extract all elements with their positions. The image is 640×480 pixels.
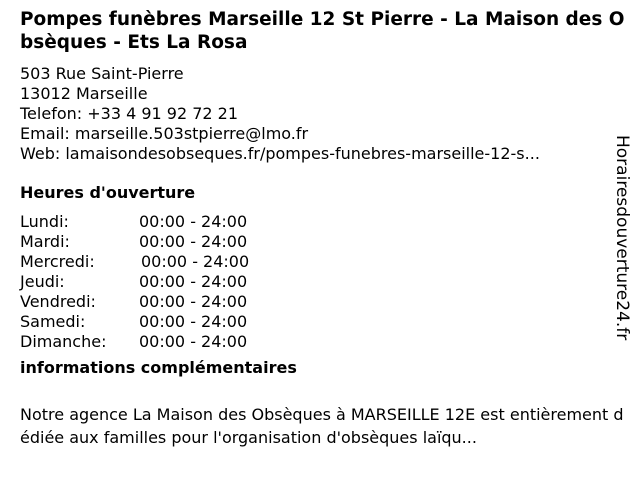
business-title: Pompes funèbres Marseille 12 St Pierre -… xyxy=(20,9,625,53)
day-label: Vendredi: xyxy=(20,292,96,311)
day-hours: 00:00 - 24:00 xyxy=(139,272,248,291)
day-label: Dimanche: xyxy=(20,332,107,351)
address-line-2: 13012 Marseille xyxy=(20,84,148,103)
email: Email: marseille.503stpierre@lmo.fr xyxy=(20,124,309,143)
day-label: Lundi: xyxy=(20,212,69,231)
address-line-1: 503 Rue Saint-Pierre xyxy=(20,64,184,83)
day-label: Samedi: xyxy=(20,312,86,331)
day-hours: 00:00 - 24:00 xyxy=(139,232,248,251)
day-hours: 00:00 - 24:00 xyxy=(139,312,248,331)
day-label: Jeudi: xyxy=(20,272,65,291)
info-heading: informations complémentaires xyxy=(20,358,297,377)
day-hours: 00:00 - 24:00 xyxy=(139,212,248,231)
watermark: Horairesdouverture24.fr xyxy=(612,135,632,341)
day-label: Mardi: xyxy=(20,232,70,251)
hours-heading: Heures d'ouverture xyxy=(20,183,196,202)
day-hours: 00:00 - 24:00 xyxy=(141,252,250,271)
phone: Telefon: +33 4 91 92 72 21 xyxy=(20,104,239,123)
website: Web: lamaisondesobseques.fr/pompes-funeb… xyxy=(20,144,540,163)
day-hours: 00:00 - 24:00 xyxy=(139,332,248,351)
info-description: Notre agence La Maison des Obsèques à MA… xyxy=(20,405,624,447)
day-hours: 00:00 - 24:00 xyxy=(139,292,248,311)
day-label: Mercredi: xyxy=(20,252,95,271)
